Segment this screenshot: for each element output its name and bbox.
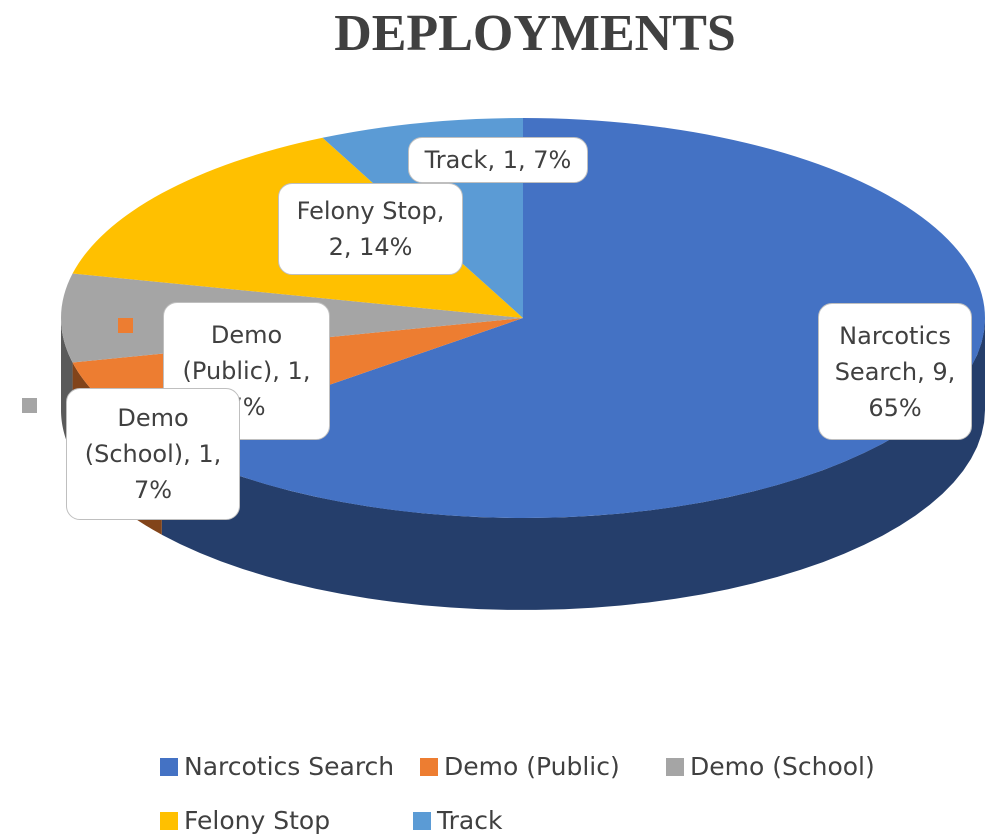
legend-label: Demo (Public) (444, 752, 620, 781)
label-key (118, 318, 133, 333)
legend-swatch (666, 757, 684, 776)
label-key (22, 398, 37, 413)
legend-item: Demo (School) (666, 752, 875, 781)
data-label: Felony Stop, 2, 14% (278, 183, 463, 275)
chart (60, 118, 986, 610)
legend-label: Narcotics Search (184, 752, 395, 781)
legend-label: Track (437, 806, 503, 835)
legend-label: Felony Stop (184, 806, 331, 835)
label-key (774, 316, 789, 331)
legend-item: Felony Stop (160, 806, 330, 835)
data-label: Demo (School), 1, 7% (66, 388, 240, 520)
legend-item: Demo (Public) (420, 752, 620, 781)
legend-item: Track (413, 806, 502, 835)
data-label: Narcotics Search, 9, 65% (818, 303, 972, 440)
label-key (232, 198, 247, 213)
data-label: Track, 1, 7% (408, 137, 588, 183)
chart-title: DEPLOYMENTS (334, 5, 736, 62)
legend-label: Demo (School) (690, 752, 875, 781)
legend-swatch (420, 757, 438, 776)
legend-item: Narcotics Search (160, 752, 394, 781)
slice (161, 118, 986, 518)
label-key (365, 148, 380, 163)
legend-swatch (160, 811, 178, 830)
legend-swatch (160, 757, 178, 776)
legend-swatch (413, 811, 431, 830)
slice-side (161, 318, 986, 610)
